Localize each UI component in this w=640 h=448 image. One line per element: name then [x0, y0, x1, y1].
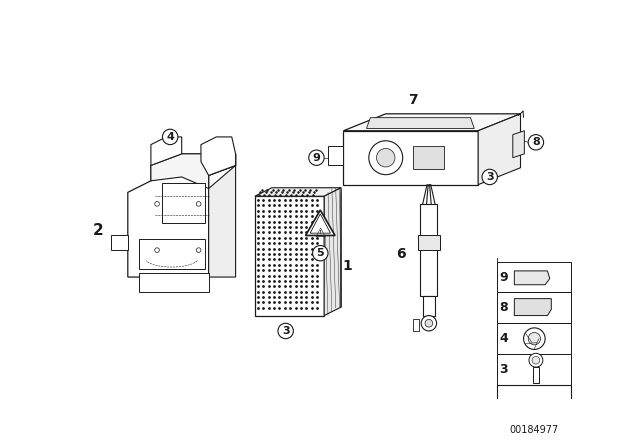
- Polygon shape: [151, 137, 182, 165]
- Text: 8: 8: [532, 137, 540, 147]
- Circle shape: [312, 246, 328, 261]
- Polygon shape: [513, 131, 524, 158]
- Polygon shape: [324, 188, 341, 315]
- Polygon shape: [305, 210, 335, 236]
- Polygon shape: [497, 293, 570, 323]
- Polygon shape: [209, 165, 236, 277]
- Text: 7: 7: [408, 93, 417, 107]
- Circle shape: [425, 319, 433, 327]
- Polygon shape: [140, 238, 205, 269]
- Polygon shape: [515, 271, 550, 285]
- Text: 1: 1: [342, 258, 352, 272]
- Polygon shape: [151, 154, 236, 189]
- Text: 00184977: 00184977: [509, 425, 559, 435]
- Text: 6: 6: [396, 247, 406, 261]
- Polygon shape: [201, 137, 236, 176]
- Text: 3: 3: [282, 326, 289, 336]
- Circle shape: [155, 202, 159, 206]
- Text: ⚠: ⚠: [315, 227, 326, 240]
- Circle shape: [524, 328, 545, 349]
- Polygon shape: [344, 131, 478, 185]
- Polygon shape: [422, 296, 435, 315]
- Polygon shape: [533, 367, 539, 383]
- Text: 4: 4: [166, 132, 174, 142]
- Polygon shape: [344, 114, 520, 131]
- Polygon shape: [140, 273, 209, 293]
- Circle shape: [308, 150, 324, 165]
- Polygon shape: [255, 188, 341, 196]
- Polygon shape: [478, 114, 520, 185]
- Text: 4: 4: [499, 332, 508, 345]
- Circle shape: [528, 134, 543, 150]
- Text: 5: 5: [317, 248, 324, 258]
- Circle shape: [196, 248, 201, 252]
- Circle shape: [155, 248, 159, 252]
- Polygon shape: [255, 196, 324, 315]
- Polygon shape: [497, 354, 570, 385]
- Circle shape: [529, 353, 543, 367]
- Polygon shape: [413, 146, 444, 169]
- Text: 2: 2: [93, 224, 104, 238]
- Polygon shape: [367, 118, 474, 129]
- Polygon shape: [111, 235, 128, 250]
- Circle shape: [196, 202, 201, 206]
- Circle shape: [482, 169, 497, 185]
- Polygon shape: [420, 204, 437, 296]
- Circle shape: [376, 148, 395, 167]
- Circle shape: [528, 332, 541, 345]
- Text: 9: 9: [499, 271, 508, 284]
- Text: 3: 3: [499, 363, 508, 376]
- Text: 8: 8: [499, 302, 508, 314]
- Circle shape: [532, 356, 540, 364]
- Polygon shape: [497, 262, 570, 293]
- Circle shape: [421, 315, 436, 331]
- Polygon shape: [418, 235, 440, 250]
- Circle shape: [369, 141, 403, 175]
- Text: 3: 3: [486, 172, 493, 182]
- Circle shape: [163, 129, 178, 145]
- Circle shape: [278, 323, 293, 339]
- Polygon shape: [497, 385, 570, 419]
- Polygon shape: [413, 319, 419, 331]
- Polygon shape: [515, 299, 551, 315]
- Polygon shape: [128, 154, 236, 277]
- Polygon shape: [497, 323, 570, 354]
- Polygon shape: [328, 146, 344, 165]
- Polygon shape: [163, 183, 205, 223]
- Text: 9: 9: [312, 153, 321, 163]
